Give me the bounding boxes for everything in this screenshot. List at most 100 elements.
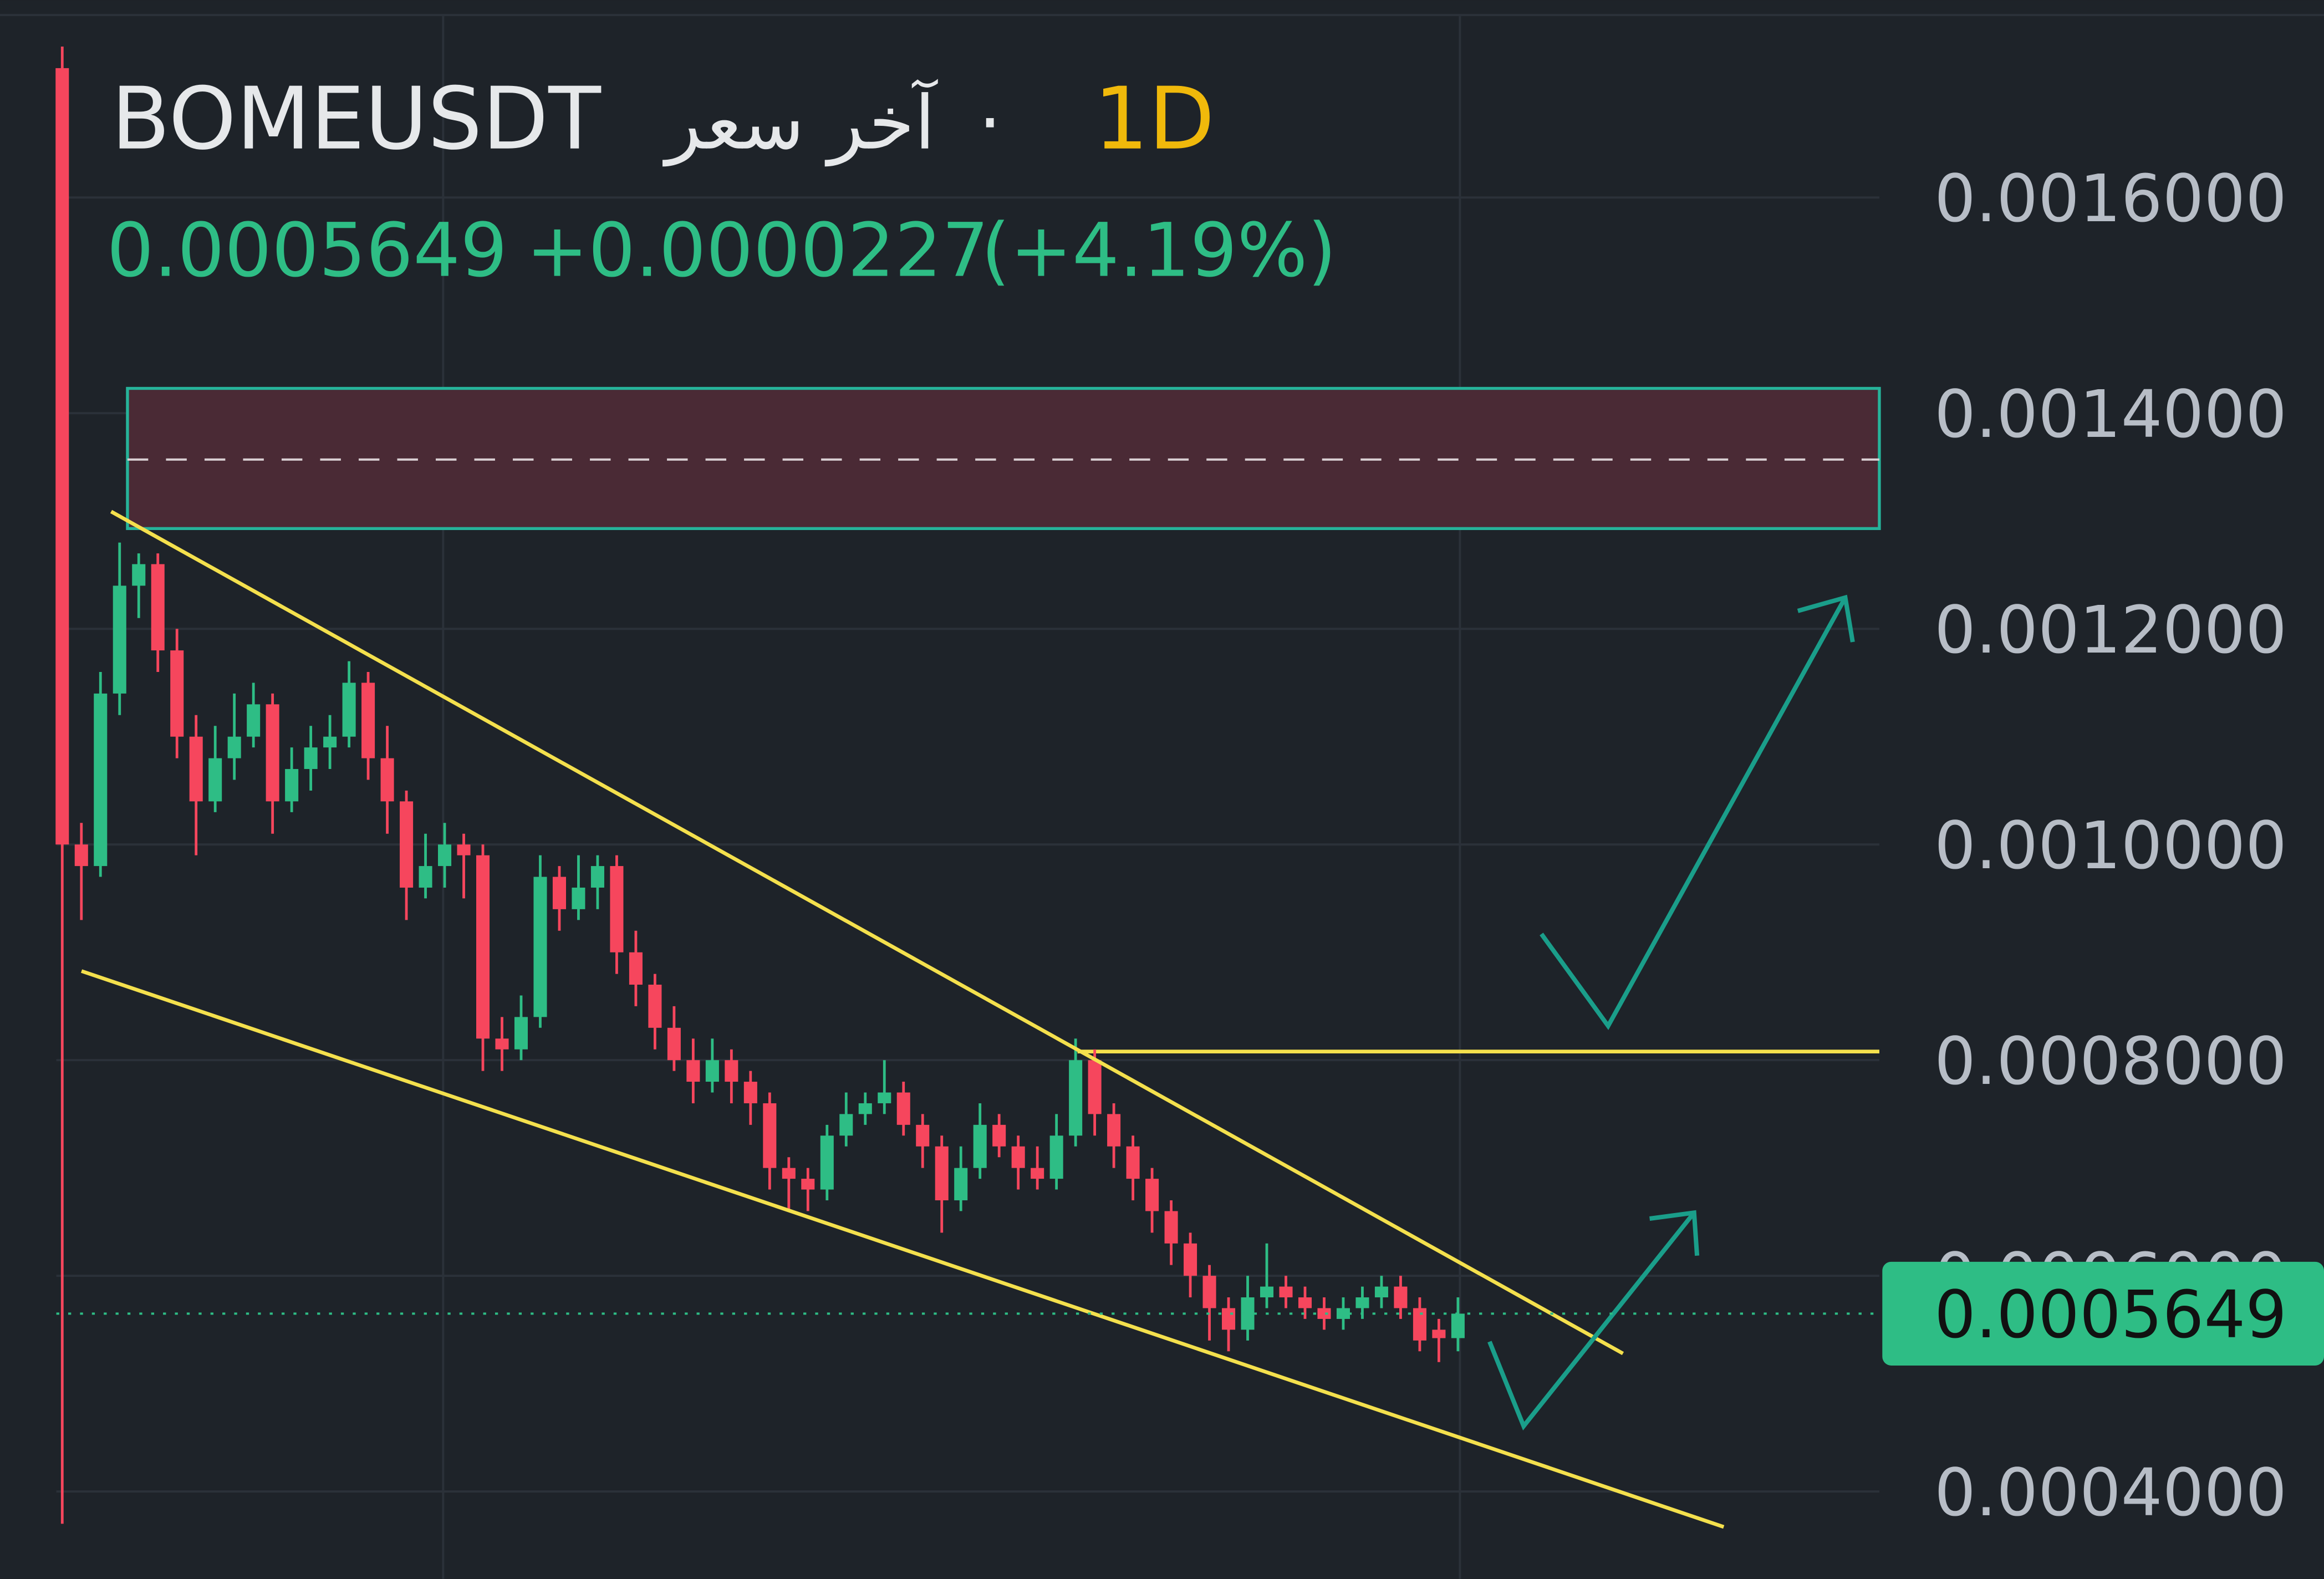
candle-body [629, 952, 643, 985]
candle-body [1164, 1211, 1178, 1244]
zone-box [126, 386, 1881, 531]
y-tick-label: 0.0016000 [1934, 161, 2287, 237]
candle-body [667, 1027, 681, 1061]
symbol: BOMEUSDT [111, 69, 602, 169]
drawings [80, 510, 1855, 1529]
candle-body [1184, 1243, 1197, 1276]
candle-body [973, 1124, 987, 1168]
price-axis: 0.0016000 0.0014000 0.0012000 0.0010000 0.00… [56, 161, 2324, 1531]
candle-body [1145, 1179, 1159, 1211]
zone [126, 386, 1881, 1053]
y-tick-label: 0.0012000 [1934, 592, 2287, 668]
candle-body [782, 1168, 796, 1179]
candle-body [361, 682, 375, 758]
candle-body [74, 844, 88, 867]
candle-body [1107, 1114, 1121, 1147]
arrow [1540, 596, 1847, 1030]
candle-body [648, 985, 662, 1028]
candle-body [1355, 1297, 1369, 1308]
candle-body [304, 747, 318, 770]
candle-body [1011, 1146, 1025, 1168]
candle-body [1451, 1313, 1465, 1338]
candle-body [916, 1124, 930, 1147]
candle-body [151, 564, 165, 651]
arrow-head [1797, 594, 1855, 643]
candle-body [400, 801, 414, 888]
candle-body [820, 1135, 834, 1190]
price-caption: آخر سعر [662, 79, 939, 167]
candle-body [208, 758, 222, 802]
candle-body [285, 769, 299, 802]
candle-body [533, 877, 547, 1017]
candle-body [839, 1114, 853, 1136]
candle-body [247, 704, 261, 737]
candles [55, 47, 1465, 1524]
grid [56, 196, 1879, 1493]
candle-body [1413, 1308, 1426, 1341]
last-price: 0.0005649 [106, 207, 507, 294]
candle-body [1317, 1308, 1331, 1319]
candle-body [1031, 1168, 1044, 1179]
candle-body [495, 1038, 509, 1050]
candle-body [1222, 1308, 1236, 1330]
candle-body [763, 1103, 777, 1168]
last-price-tag-label: 0.0005649 [1934, 1277, 2287, 1353]
separator: · [978, 80, 1002, 166]
candle-body [476, 855, 490, 1039]
candle-body [438, 844, 452, 867]
candle-body [725, 1060, 738, 1082]
y-tick-label: 0.0014000 [1934, 376, 2287, 452]
candle-body [686, 1060, 700, 1082]
candle-body [1279, 1286, 1293, 1298]
y-tick-label: 0.0010000 [1934, 808, 2287, 884]
candle-body [878, 1092, 891, 1103]
candle-body [227, 736, 241, 758]
candle-body [94, 693, 108, 867]
candle-body [610, 866, 624, 953]
candle-body [896, 1092, 910, 1125]
candle-body [590, 866, 604, 888]
candle-body [858, 1103, 872, 1114]
lower-trendline [80, 969, 1725, 1529]
candle-body [572, 887, 585, 909]
candle-body [1432, 1330, 1446, 1338]
change: +0.0000227 [526, 207, 989, 294]
upper-trendline [110, 510, 1624, 1356]
candle-body [992, 1124, 1006, 1147]
candle-body [1298, 1297, 1312, 1308]
candle-body [1260, 1286, 1274, 1298]
candle-body [55, 68, 69, 845]
candle-body [1336, 1308, 1350, 1319]
candle-body [1049, 1135, 1063, 1179]
candle-body [1088, 1060, 1102, 1114]
candle-body [132, 564, 146, 586]
candle-body [801, 1179, 815, 1190]
arrow [1487, 1211, 1696, 1431]
candle-body [514, 1017, 528, 1050]
candle-body [323, 736, 337, 748]
candle-body [380, 758, 394, 802]
candle-body [189, 736, 203, 802]
y-tick-label: 0.0008000 [1934, 1023, 2287, 1099]
arrow-head [1649, 1210, 1700, 1256]
candle-body [419, 866, 432, 888]
candle-body [170, 650, 184, 737]
candle-body [743, 1082, 757, 1103]
last-price-tag [1882, 1261, 2324, 1366]
candle-body [1202, 1276, 1216, 1308]
candle-body [1394, 1286, 1408, 1308]
candle-body [342, 682, 356, 737]
interval: 1D [1094, 69, 1215, 169]
candle-body [113, 585, 126, 694]
candle-body [457, 844, 471, 855]
candle-body [1126, 1146, 1140, 1179]
header: BOMEUSDT آخر سعر · 1D 0.0005649 +0.00002… [106, 69, 1336, 294]
candle-body [954, 1168, 968, 1200]
candle-body [1374, 1286, 1388, 1298]
candle-body [935, 1146, 949, 1200]
candle-body [705, 1060, 719, 1082]
candle-body [266, 704, 279, 802]
candle-body [1069, 1060, 1083, 1136]
change-pct: (+4.19%) [981, 207, 1337, 294]
